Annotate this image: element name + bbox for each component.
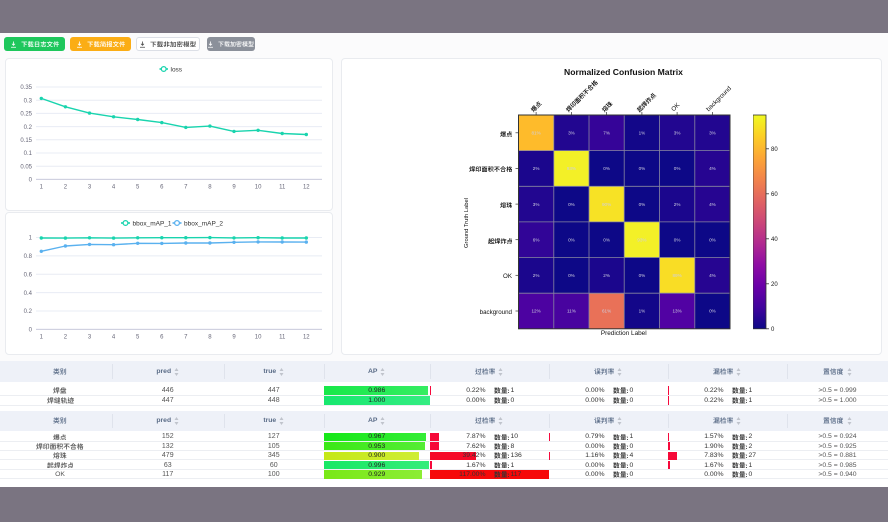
svg-text:0%: 0% <box>638 273 645 278</box>
svg-text:4: 4 <box>112 185 116 191</box>
svg-text:0%: 0% <box>709 309 716 314</box>
svg-text:6: 6 <box>160 335 164 341</box>
svg-text:4%: 4% <box>709 273 716 278</box>
svg-text:0%: 0% <box>638 166 645 171</box>
svg-text:80: 80 <box>771 147 778 153</box>
svg-text:4: 4 <box>112 335 116 341</box>
svg-text:7: 7 <box>184 185 188 191</box>
svg-text:2%: 2% <box>603 273 610 278</box>
svg-text:10: 10 <box>255 335 262 341</box>
svg-text:0.2: 0.2 <box>24 309 33 315</box>
svg-text:0: 0 <box>29 178 33 184</box>
svg-text:0: 0 <box>771 327 775 333</box>
svg-text:0%: 0% <box>673 166 680 171</box>
svg-text:1: 1 <box>40 185 44 191</box>
svg-text:4%: 4% <box>709 166 716 171</box>
svg-text:0%: 0% <box>603 166 610 171</box>
svg-text:3%: 3% <box>532 202 539 207</box>
svg-text:3%: 3% <box>673 131 680 136</box>
svg-text:6%: 6% <box>532 237 539 242</box>
svg-text:bbox_mAP_1: bbox_mAP_1 <box>133 220 172 227</box>
svg-text:0.05: 0.05 <box>20 164 32 170</box>
svg-text:1: 1 <box>29 236 33 242</box>
svg-text:12: 12 <box>303 185 310 191</box>
svg-text:81%: 81% <box>531 131 540 136</box>
svg-text:0%: 0% <box>709 237 716 242</box>
svg-text:0.8: 0.8 <box>24 254 33 260</box>
svg-text:40: 40 <box>771 237 778 243</box>
svg-text:7: 7 <box>184 335 188 341</box>
svg-text:1: 1 <box>40 335 44 341</box>
svg-text:2: 2 <box>64 185 68 191</box>
svg-text:loss: loss <box>171 66 183 73</box>
svg-text:89%: 89% <box>672 273 681 278</box>
svg-text:11: 11 <box>279 185 286 191</box>
svg-text:0: 0 <box>29 328 33 334</box>
svg-text:11%: 11% <box>566 309 575 314</box>
svg-text:20: 20 <box>771 282 778 288</box>
svg-text:Normalized Confusion Matrix: Normalized Confusion Matrix <box>564 67 683 77</box>
svg-text:1%: 1% <box>638 309 645 314</box>
svg-text:9: 9 <box>232 335 236 341</box>
svg-text:5: 5 <box>136 335 140 341</box>
svg-text:0%: 0% <box>673 237 680 242</box>
svg-text:3: 3 <box>88 185 92 191</box>
svg-text:0.25: 0.25 <box>20 112 32 118</box>
svg-text:0%: 0% <box>603 237 610 242</box>
svg-text:0.2: 0.2 <box>24 125 33 131</box>
svg-text:0%: 0% <box>568 273 575 278</box>
svg-text:2%: 2% <box>532 273 539 278</box>
svg-text:90%: 90% <box>601 202 610 207</box>
svg-text:0.15: 0.15 <box>20 138 32 144</box>
svg-text:3%: 3% <box>568 131 575 136</box>
svg-text:61%: 61% <box>601 309 610 314</box>
svg-text:12%: 12% <box>531 309 540 314</box>
svg-text:2: 2 <box>64 335 68 341</box>
svg-text:8: 8 <box>208 185 212 191</box>
svg-text:93%: 93% <box>566 166 575 171</box>
svg-text:4%: 4% <box>709 202 716 207</box>
svg-text:13%: 13% <box>672 309 681 314</box>
svg-text:2%: 2% <box>532 166 539 171</box>
svg-text:11: 11 <box>279 335 286 341</box>
svg-text:5: 5 <box>136 185 140 191</box>
svg-text:0%: 0% <box>568 202 575 207</box>
svg-text:60: 60 <box>771 192 778 198</box>
svg-text:3: 3 <box>88 335 92 341</box>
svg-text:3%: 3% <box>709 131 716 136</box>
svg-text:0%: 0% <box>568 237 575 242</box>
svg-text:8: 8 <box>208 335 212 341</box>
svg-text:93%: 93% <box>637 237 646 242</box>
svg-text:0.3: 0.3 <box>24 98 33 104</box>
svg-text:9: 9 <box>232 185 236 191</box>
svg-text:0.35: 0.35 <box>20 85 32 91</box>
svg-text:0.6: 0.6 <box>24 273 33 279</box>
svg-text:6: 6 <box>160 185 164 191</box>
svg-text:7%: 7% <box>603 131 610 136</box>
svg-text:bbox_mAP_2: bbox_mAP_2 <box>184 220 223 227</box>
svg-text:0.4: 0.4 <box>24 291 33 297</box>
svg-text:10: 10 <box>255 185 262 191</box>
svg-text:1%: 1% <box>638 131 645 136</box>
svg-text:0%: 0% <box>638 202 645 207</box>
svg-text:0.1: 0.1 <box>24 151 33 157</box>
svg-text:12: 12 <box>303 335 310 341</box>
svg-text:2%: 2% <box>673 202 680 207</box>
